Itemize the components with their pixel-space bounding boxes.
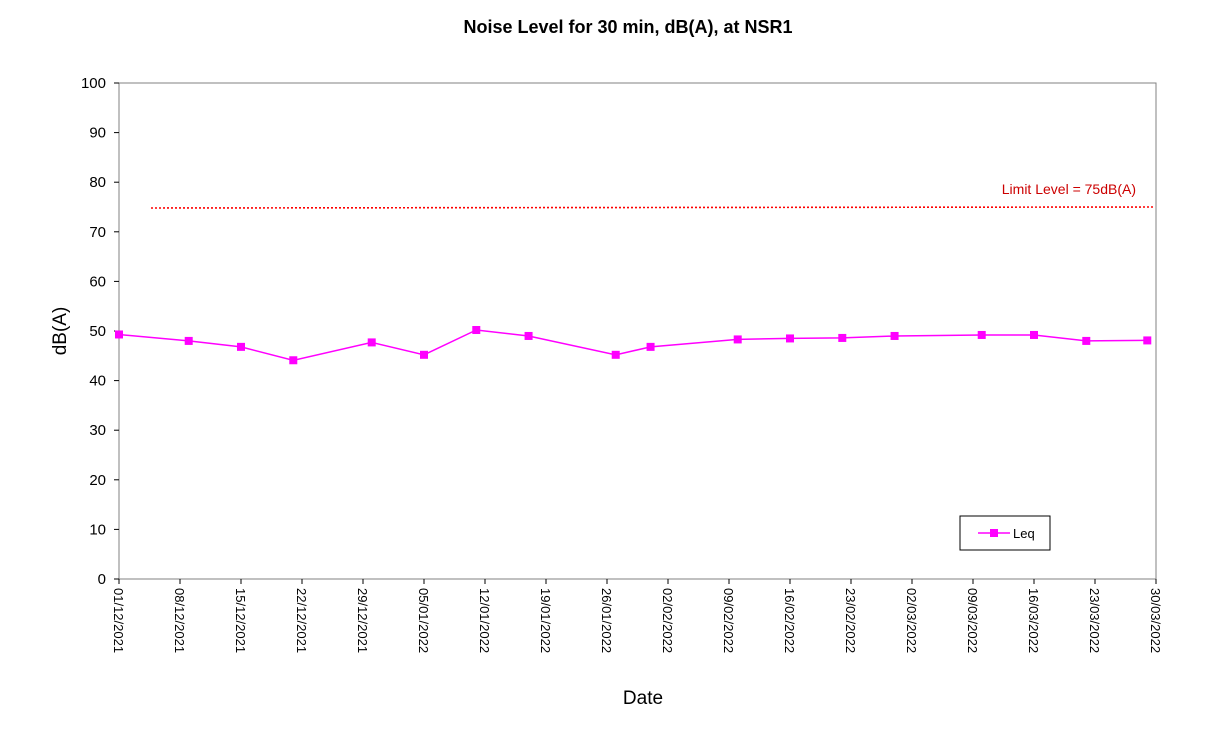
x-tick-label: 15/12/2021 — [233, 588, 248, 653]
x-tick-label: 22/12/2021 — [294, 588, 309, 653]
legend-label: Leq — [1013, 526, 1035, 541]
x-tick-label: 16/02/2022 — [782, 588, 797, 653]
data-point — [1082, 336, 1091, 345]
data-point — [237, 342, 245, 351]
y-tick-label: 0 — [98, 571, 106, 588]
data-point — [890, 331, 899, 340]
data-point — [1143, 336, 1152, 345]
x-tick-label: 01/12/2021 — [111, 588, 126, 653]
data-point — [184, 336, 193, 345]
data-point — [115, 330, 123, 339]
x-tick-label: 12/01/2022 — [477, 588, 492, 653]
x-tick-label: 23/02/2022 — [843, 588, 858, 653]
x-tick-label: 09/03/2022 — [965, 588, 980, 653]
data-point — [367, 338, 376, 347]
data-point — [289, 356, 298, 365]
x-tick-label: 08/12/2021 — [172, 588, 187, 653]
limit-line — [150, 206, 1156, 209]
y-tick-label: 60 — [89, 273, 106, 290]
limit-level: Limit Level = 75dB(A) — [150, 181, 1156, 209]
series-leq — [115, 326, 1152, 365]
y-tick-label: 100 — [81, 75, 106, 92]
x-tick-label: 02/03/2022 — [904, 588, 919, 653]
data-point — [524, 331, 533, 340]
y-tick-label: 40 — [89, 373, 106, 390]
chart-title: Noise Level for 30 min, dB(A), at NSR1 — [463, 17, 793, 37]
y-axis-title: dB(A) — [50, 307, 71, 356]
data-point — [1030, 330, 1038, 339]
plot-area — [118, 82, 1157, 580]
data-point — [472, 326, 481, 335]
x-axis-title: Date — [623, 688, 663, 709]
y-tick-label: 80 — [89, 174, 106, 191]
y-axis: 0 10 20 30 40 50 60 70 80 90 100 — [81, 75, 119, 588]
data-point — [420, 350, 428, 359]
data-point — [611, 350, 620, 359]
legend-marker — [990, 529, 998, 537]
x-tick-label: 29/12/2021 — [355, 588, 370, 653]
y-tick-label: 30 — [89, 422, 106, 439]
y-tick-label: 20 — [89, 472, 106, 489]
data-point — [838, 333, 847, 342]
x-axis: 01/12/2021 08/12/2021 15/12/2021 22/12/2021… — [111, 579, 1163, 653]
series-line — [118, 329, 1148, 362]
y-tick-label: 50 — [89, 323, 106, 340]
x-tick-label: 09/02/2022 — [721, 588, 736, 653]
x-tick-label: 30/03/2022 — [1148, 588, 1163, 653]
y-tick-label: 70 — [89, 224, 106, 241]
x-tick-label: 16/03/2022 — [1026, 588, 1041, 653]
x-tick-label: 23/03/2022 — [1087, 588, 1102, 653]
x-tick-label: 19/01/2022 — [538, 588, 553, 653]
limit-label: Limit Level = 75dB(A) — [1002, 181, 1136, 197]
x-tick-label: 05/01/2022 — [416, 588, 431, 653]
y-tick-label: 10 — [89, 521, 106, 538]
legend: Leq — [959, 515, 1051, 551]
data-point — [786, 334, 794, 343]
data-point — [733, 335, 742, 344]
y-tick-label: 90 — [89, 125, 106, 142]
data-point — [977, 330, 986, 339]
x-tick-label: 02/02/2022 — [660, 588, 675, 653]
x-tick-label: 26/01/2022 — [599, 588, 614, 653]
data-point — [646, 342, 655, 351]
